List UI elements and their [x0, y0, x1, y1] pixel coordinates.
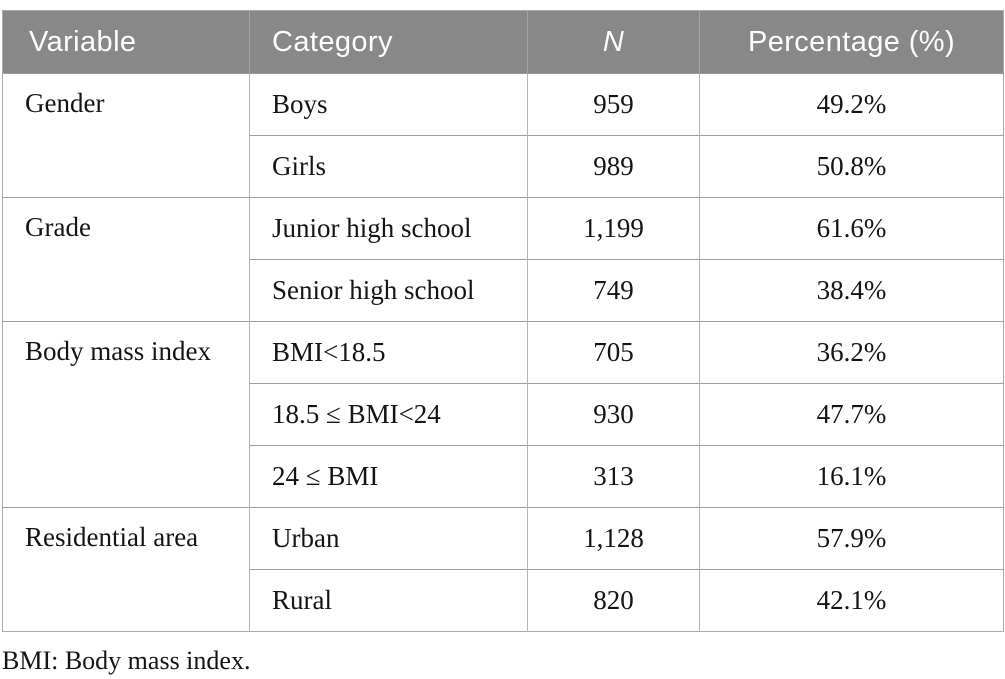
demographics-table: Variable Category N Percentage (%) Gender Bo…	[2, 10, 1004, 632]
table-row: Rural 820 42.1%	[3, 569, 1004, 632]
category-cell: Girls	[249, 135, 528, 198]
table-row: Girls 989 50.8%	[3, 135, 1004, 198]
percentage-cell: 42.1%	[699, 569, 1004, 632]
category-cell: Senior high school	[249, 259, 528, 322]
n-cell: 313	[527, 445, 700, 508]
table-row: Body mass index BMI<18.5 705 36.2%	[2, 321, 1004, 508]
percentage-cell: 49.2%	[699, 73, 1004, 136]
header-row: Variable Category N Percentage (%)	[2, 10, 1004, 74]
n-cell: 959	[527, 73, 700, 136]
percentage-cell: 36.2%	[699, 321, 1004, 384]
table-row: Residential area Urban 1,128 57.9%	[2, 507, 1004, 632]
table-body: Gender Boys 959 49.2% Girls 989 50.8% Grade Juni…	[2, 73, 1004, 632]
table-row: 18.5 ≤ BMI<24 930 47.7%	[3, 383, 1004, 446]
table-row: Grade Junior high school 1,199 61.6%	[2, 197, 1004, 322]
column-header-variable: Variable	[2, 10, 250, 74]
table-row: Senior high school 749 38.4%	[3, 259, 1004, 322]
table-footnote: BMI: Body mass index.	[2, 646, 251, 675]
category-cell: Junior high school	[249, 197, 528, 260]
percentage-cell: 50.8%	[699, 135, 1004, 198]
n-cell: 705	[527, 321, 700, 384]
n-cell: 1,128	[527, 507, 700, 570]
percentage-cell: 61.6%	[699, 197, 1004, 260]
category-cell: Urban	[249, 507, 528, 570]
category-cell: Boys	[249, 73, 528, 136]
table-row: 24 ≤ BMI 313 16.1%	[3, 445, 1004, 508]
column-header-category: Category	[249, 10, 528, 74]
n-cell: 749	[527, 259, 700, 322]
category-cell: Rural	[249, 569, 528, 632]
n-cell: 820	[527, 569, 700, 632]
category-cell: 24 ≤ BMI	[249, 445, 528, 508]
variable-cell: Residential area	[2, 507, 250, 632]
variable-cell: Body mass index	[2, 321, 250, 508]
n-cell: 930	[527, 383, 700, 446]
variable-cell: Grade	[2, 197, 250, 322]
category-cell: 18.5 ≤ BMI<24	[249, 383, 528, 446]
column-header-n: N	[527, 10, 700, 74]
variable-cell: Gender	[2, 73, 250, 198]
category-cell: BMI<18.5	[249, 321, 528, 384]
percentage-cell: 16.1%	[699, 445, 1004, 508]
n-cell: 989	[527, 135, 700, 198]
table-header: Variable Category N Percentage (%)	[2, 10, 1004, 74]
column-header-percentage: Percentage (%)	[699, 10, 1004, 74]
percentage-cell: 47.7%	[699, 383, 1004, 446]
n-cell: 1,199	[527, 197, 700, 260]
percentage-cell: 57.9%	[699, 507, 1004, 570]
table-row: Gender Boys 959 49.2%	[2, 73, 1004, 198]
percentage-cell: 38.4%	[699, 259, 1004, 322]
